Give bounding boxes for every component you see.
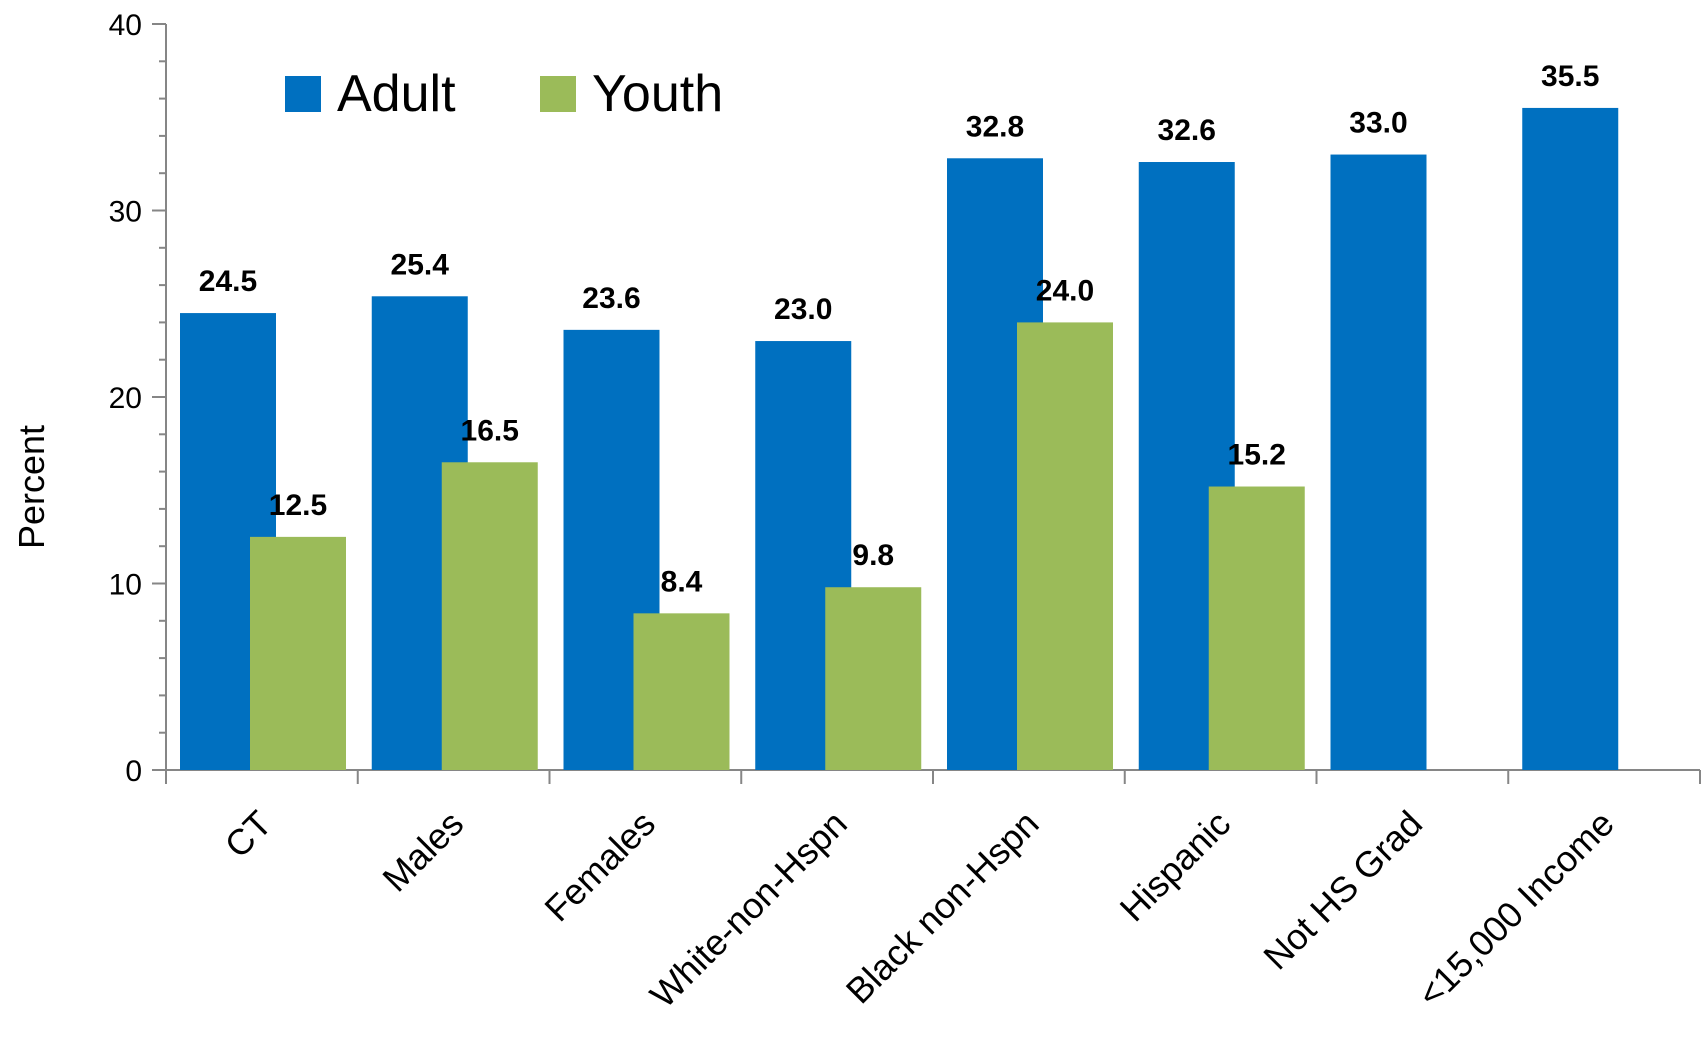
bar-youth bbox=[250, 536, 346, 770]
legend-swatch-youth bbox=[540, 76, 576, 112]
data-label-adult: 32.6 bbox=[1158, 114, 1216, 147]
y-tick-label: 0 bbox=[125, 755, 142, 788]
bar-adult bbox=[1522, 107, 1619, 771]
x-category-label: CT bbox=[217, 803, 280, 866]
data-label-adult: 35.5 bbox=[1541, 60, 1599, 93]
x-category-label: Females bbox=[536, 803, 663, 930]
x-category-label: Black non-Hspn bbox=[838, 803, 1047, 1012]
data-label-youth: 8.4 bbox=[661, 565, 703, 598]
data-label-adult: 25.4 bbox=[391, 248, 450, 281]
data-label-adult: 23.6 bbox=[582, 282, 640, 315]
x-category-label: White-non-Hspn bbox=[642, 803, 855, 1016]
bars bbox=[180, 107, 1619, 771]
bar-youth bbox=[1017, 322, 1113, 770]
legend-label-adult: Adult bbox=[337, 65, 456, 123]
x-category-label: <15,000 Income bbox=[1410, 803, 1622, 1015]
data-label-youth: 12.5 bbox=[269, 489, 327, 522]
legend-swatch-adult bbox=[285, 76, 321, 112]
data-label-adult: 33.0 bbox=[1349, 107, 1407, 140]
bar-youth bbox=[1208, 486, 1305, 770]
legend-label-youth: Youth bbox=[592, 65, 723, 123]
y-tick-label: 10 bbox=[109, 569, 142, 602]
data-label-youth: 9.8 bbox=[852, 539, 894, 572]
y-tick-label: 30 bbox=[109, 196, 142, 229]
data-label-adult: 32.8 bbox=[966, 110, 1024, 143]
legend: Adult Youth bbox=[285, 65, 723, 123]
bar-adult bbox=[1330, 154, 1427, 771]
bar-youth bbox=[825, 587, 922, 770]
x-category-label: Males bbox=[374, 803, 471, 900]
y-axis: 0 10 20 30 40 bbox=[109, 9, 167, 788]
x-category-label: Hispanic bbox=[1112, 803, 1239, 930]
bar-youth bbox=[441, 462, 538, 770]
y-tick-label: 40 bbox=[109, 9, 142, 42]
bar-youth bbox=[633, 613, 730, 770]
y-axis-title: Percent bbox=[11, 425, 52, 549]
data-label-youth: 24.0 bbox=[1036, 274, 1094, 307]
data-label-adult: 24.5 bbox=[199, 265, 257, 298]
data-label-adult: 23.0 bbox=[774, 293, 832, 326]
x-category-label: Not HS Grad bbox=[1255, 803, 1430, 978]
data-label-youth: 15.2 bbox=[1228, 439, 1286, 472]
data-labels: 24.5 25.4 23.6 23.0 32.8 32.6 33.0 35.5 12.5 16.5… bbox=[199, 60, 1600, 598]
data-label-youth: 16.5 bbox=[461, 414, 519, 447]
y-tick-label: 20 bbox=[109, 382, 142, 415]
